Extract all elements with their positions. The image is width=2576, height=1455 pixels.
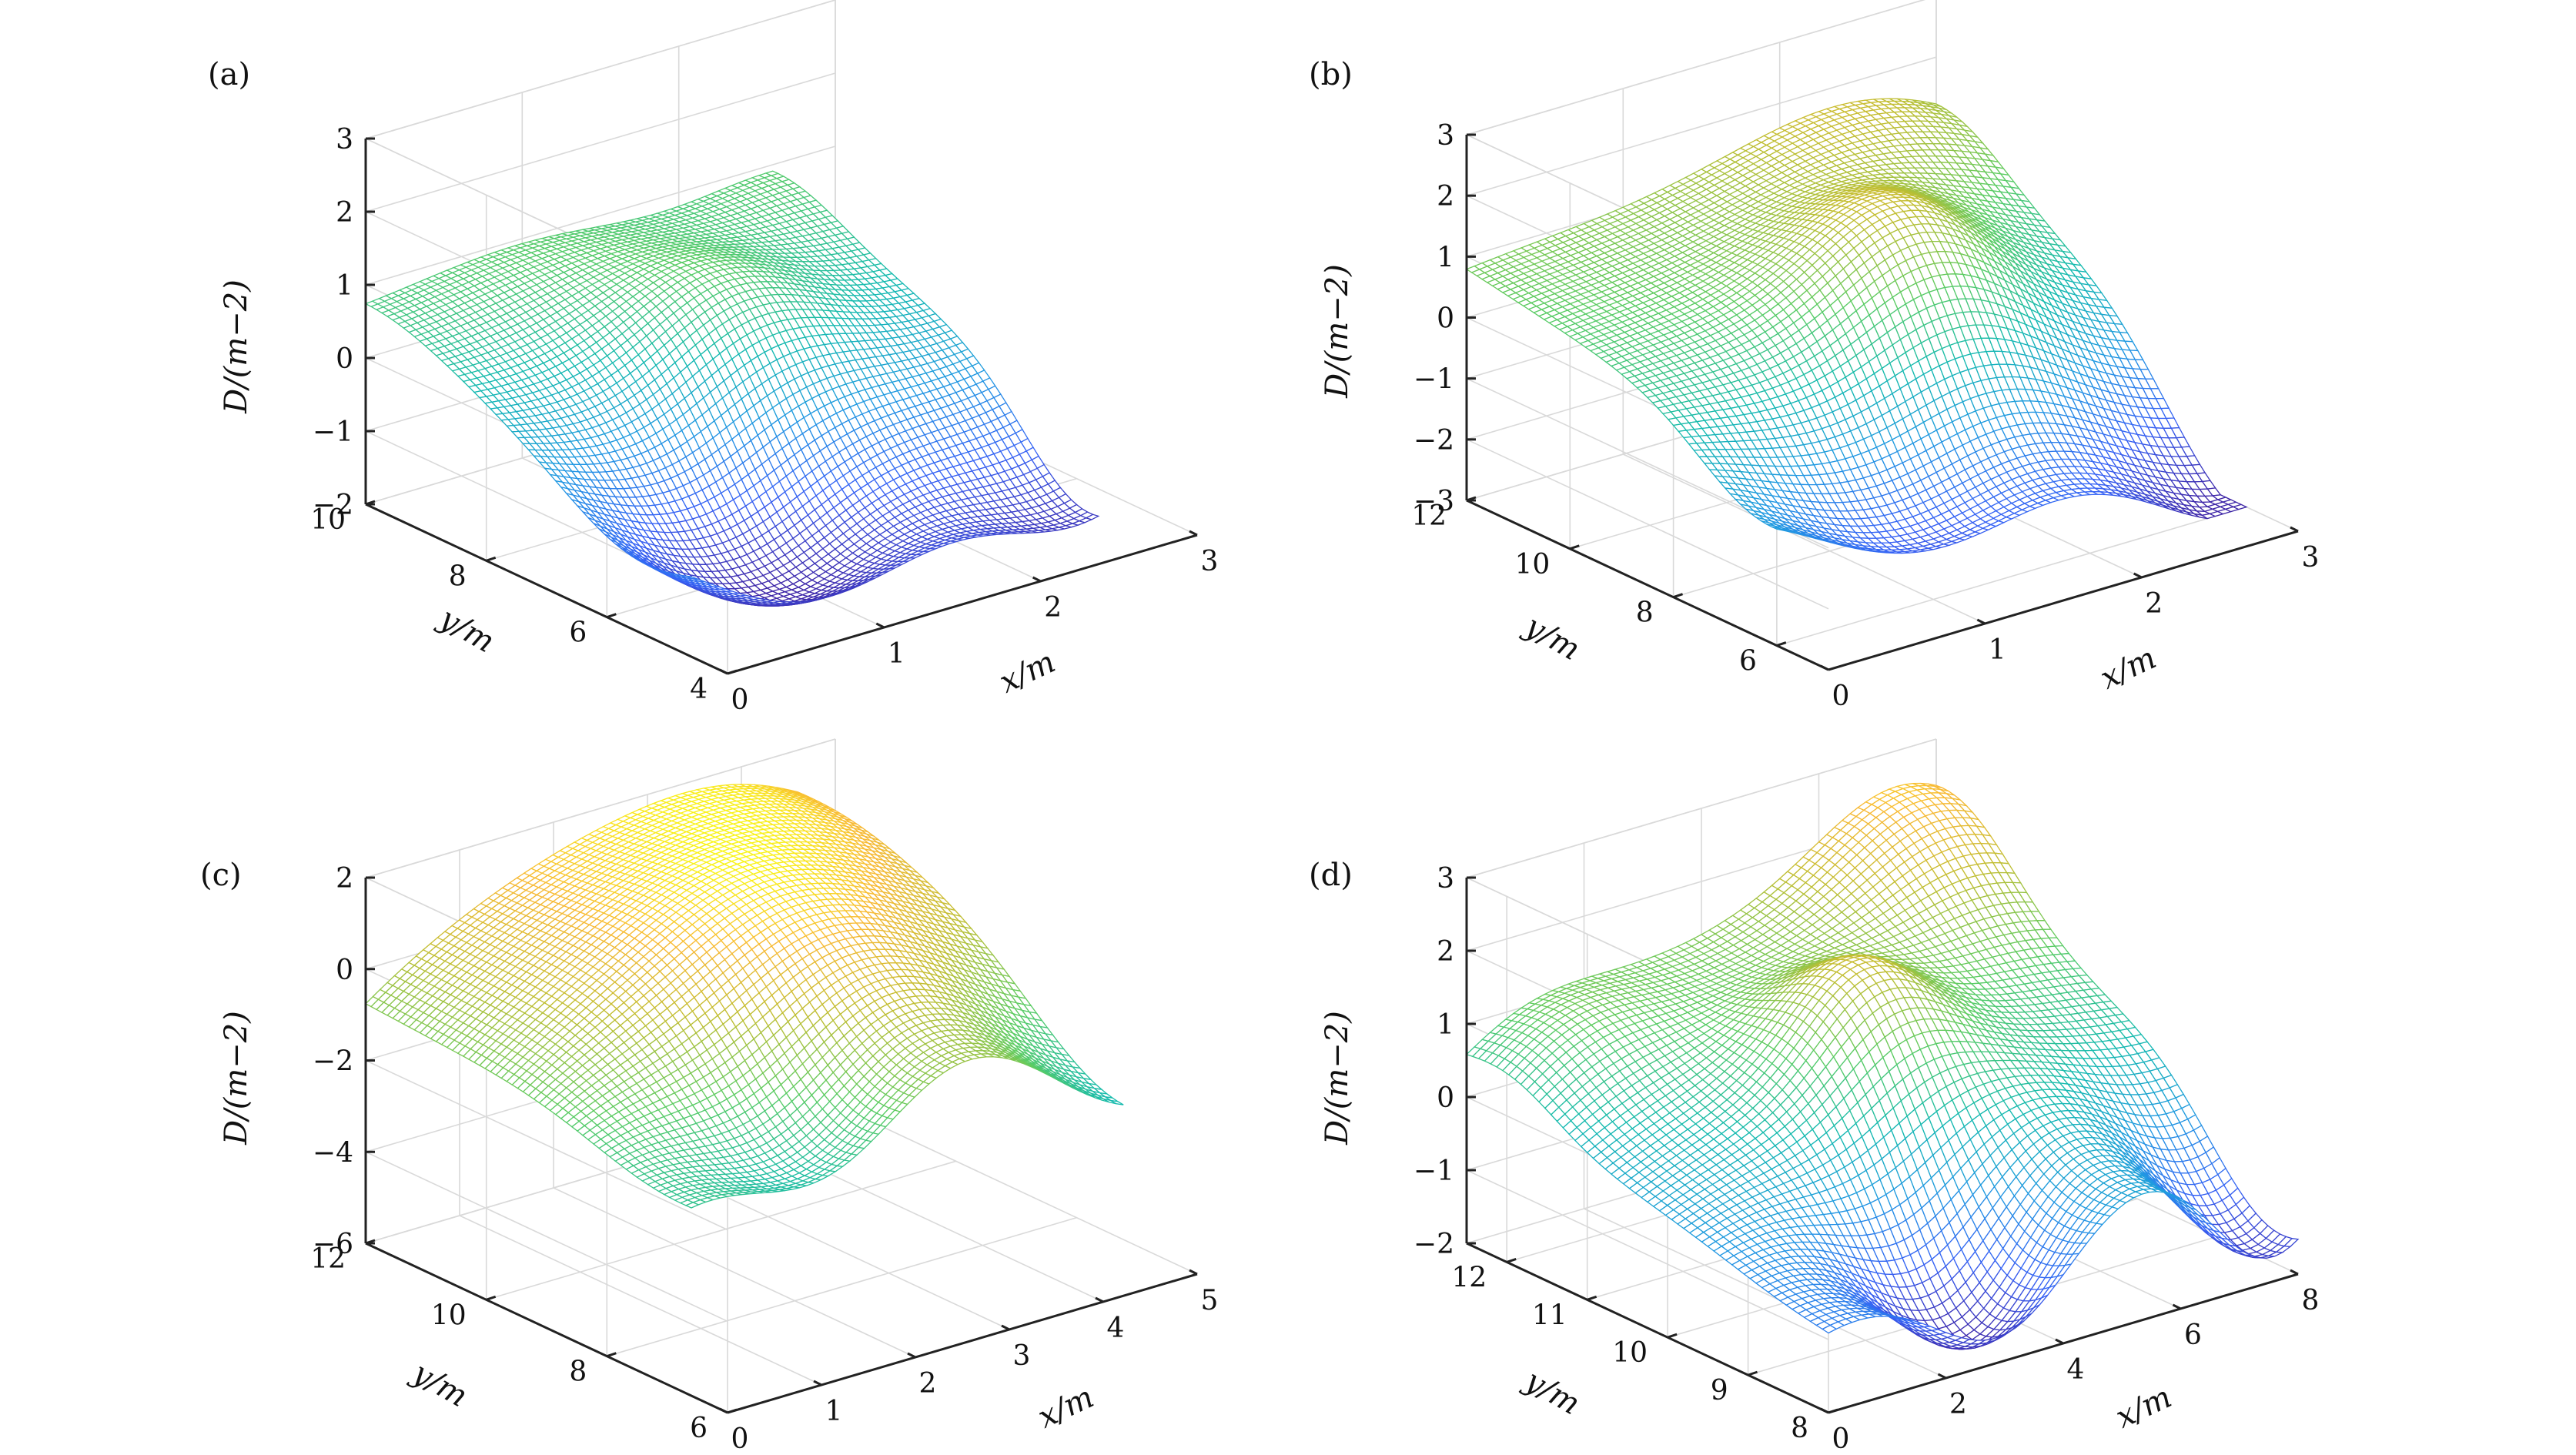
panel-a-ylabel: y/m: [432, 600, 500, 660]
panel-a-z-tick-label: 0: [336, 343, 353, 375]
panel-a-zlabel: D/(m−2): [219, 279, 254, 414]
panel-a-y-tick-label: 6: [569, 617, 587, 649]
panel-a-tick-mark: [875, 622, 885, 629]
panel-a-x-tick-label: 2: [1044, 592, 1062, 624]
panel-a-tick-mark: [486, 556, 497, 562]
panel-b-label: (b): [1309, 57, 1353, 92]
panel-a-label: (a): [208, 57, 250, 92]
panel-a-tick-mark: [1189, 530, 1198, 537]
panel-a-z-tick-label: 1: [336, 270, 353, 302]
panel-a-tick-mark: [727, 669, 738, 675]
panel-a-tick-mark: [1032, 576, 1042, 583]
panel-a-xlabel: x/m: [994, 644, 1060, 701]
panel-a-y-tick-label: 8: [449, 560, 467, 592]
panel-a-tick-mark: [606, 613, 617, 619]
panel-a-x-tick-label: 0: [731, 684, 749, 716]
panel-a-y-tick-label: 4: [690, 674, 708, 705]
panel-a-z-tick-label: 2: [336, 197, 353, 229]
panel-a-x-tick-label: 3: [1201, 546, 1219, 577]
panel-a-z-tick-label: −2: [313, 490, 353, 521]
panel-a-z-tick-label: 3: [336, 124, 353, 156]
panel-a-box-edge: [365, 0, 836, 139]
panel-a-z-tick-label: −1: [313, 416, 353, 448]
panel-a-gridline: [365, 72, 836, 212]
panel-a-gridline: [365, 146, 836, 286]
panel-a-x-tick-label: 1: [888, 638, 905, 670]
